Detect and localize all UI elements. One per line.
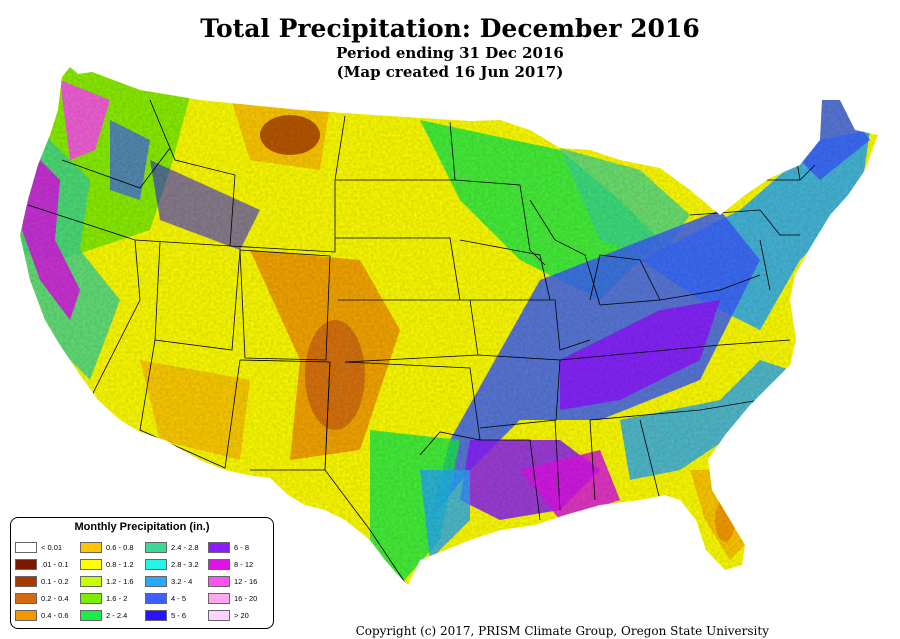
legend-swatch bbox=[208, 541, 230, 553]
legend-swatch bbox=[80, 541, 102, 553]
legend-item: 0.6 - 0.8 bbox=[80, 541, 134, 553]
legend-item: 1.6 - 2 bbox=[80, 592, 127, 604]
legend-label: 16 - 20 bbox=[234, 593, 258, 603]
legend-swatch bbox=[80, 558, 102, 570]
legend-swatch bbox=[145, 558, 167, 570]
legend-swatch bbox=[15, 592, 37, 604]
legend-title: Monthly Precipitation (in.) bbox=[74, 521, 210, 533]
legend-swatch bbox=[208, 609, 230, 621]
legend-label: 8 - 12 bbox=[234, 559, 254, 569]
legend-label: 2.8 - 3.2 bbox=[171, 559, 199, 569]
legend-label: 5 - 6 bbox=[171, 610, 187, 620]
legend-item: 12 - 16 bbox=[208, 575, 257, 587]
legend-label: 0.8 - 1.2 bbox=[106, 559, 134, 569]
legend-label: .01 - 0.1 bbox=[41, 559, 69, 569]
legend: Monthly Precipitation (in.) < 0.01 .01 - … bbox=[10, 517, 274, 629]
legend-label: 0.6 - 0.8 bbox=[106, 542, 134, 552]
legend-label: 0.4 - 0.6 bbox=[41, 610, 69, 620]
legend-label: 12 - 16 bbox=[234, 576, 258, 586]
copyright-notice: Copyright (c) 2017, PRISM Climate Group,… bbox=[355, 624, 769, 638]
legend-swatch bbox=[208, 592, 230, 604]
legend-swatch bbox=[208, 575, 230, 587]
legend-item: .01 - 0.1 bbox=[15, 558, 69, 570]
legend-item: 3.2 - 4 bbox=[145, 575, 192, 587]
legend-label: 0.1 - 0.2 bbox=[41, 576, 69, 586]
legend-item: 2.4 - 2.8 bbox=[145, 541, 199, 553]
legend-item: 8 - 12 bbox=[208, 558, 253, 570]
legend-label: 3.2 - 4 bbox=[171, 576, 193, 586]
legend-swatch bbox=[208, 558, 230, 570]
legend-swatch bbox=[15, 575, 37, 587]
legend-swatch bbox=[145, 575, 167, 587]
legend-swatch bbox=[80, 592, 102, 604]
legend-item: 1.2 - 1.6 bbox=[80, 575, 134, 587]
legend-label: 1.6 - 2 bbox=[106, 593, 128, 603]
legend-item: > 20 bbox=[208, 609, 249, 621]
legend-swatch bbox=[145, 609, 167, 621]
legend-label: 6 - 8 bbox=[234, 542, 250, 552]
legend-swatch bbox=[80, 609, 102, 621]
legend-item: 0.8 - 1.2 bbox=[80, 558, 134, 570]
legend-label: 2 - 2.4 bbox=[106, 610, 128, 620]
legend-item: < 0.01 bbox=[15, 541, 62, 553]
legend-item: 2 - 2.4 bbox=[80, 609, 127, 621]
legend-item: 4 - 5 bbox=[145, 592, 186, 604]
legend-swatch bbox=[15, 558, 37, 570]
legend-swatch bbox=[15, 541, 37, 553]
legend-item: 16 - 20 bbox=[208, 592, 257, 604]
state-boundaries bbox=[27, 99, 816, 585]
legend-swatch bbox=[80, 575, 102, 587]
legend-item: 6 - 8 bbox=[208, 541, 249, 553]
legend-label: 0.2 - 0.4 bbox=[41, 593, 69, 603]
map-subtitle-period: Period ending 31 Dec 2016 bbox=[336, 44, 564, 62]
legend-swatch bbox=[15, 609, 37, 621]
legend-item: 0.4 - 0.6 bbox=[15, 609, 69, 621]
legend-label: 4 - 5 bbox=[171, 593, 187, 603]
legend-swatch bbox=[145, 541, 167, 553]
legend-item: 5 - 6 bbox=[145, 609, 186, 621]
legend-label: 1.2 - 1.6 bbox=[106, 576, 134, 586]
legend-item: 2.8 - 3.2 bbox=[145, 558, 199, 570]
legend-swatch bbox=[145, 592, 167, 604]
legend-label: > 20 bbox=[234, 610, 249, 620]
map-title: Total Precipitation: December 2016 bbox=[200, 14, 700, 43]
legend-label: < 0.01 bbox=[41, 542, 63, 552]
legend-item: 0.1 - 0.2 bbox=[15, 575, 69, 587]
map-subtitle-created: (Map created 16 Jun 2017) bbox=[336, 63, 564, 81]
legend-label: 2.4 - 2.8 bbox=[171, 542, 199, 552]
legend-item: 0.2 - 0.4 bbox=[15, 592, 69, 604]
